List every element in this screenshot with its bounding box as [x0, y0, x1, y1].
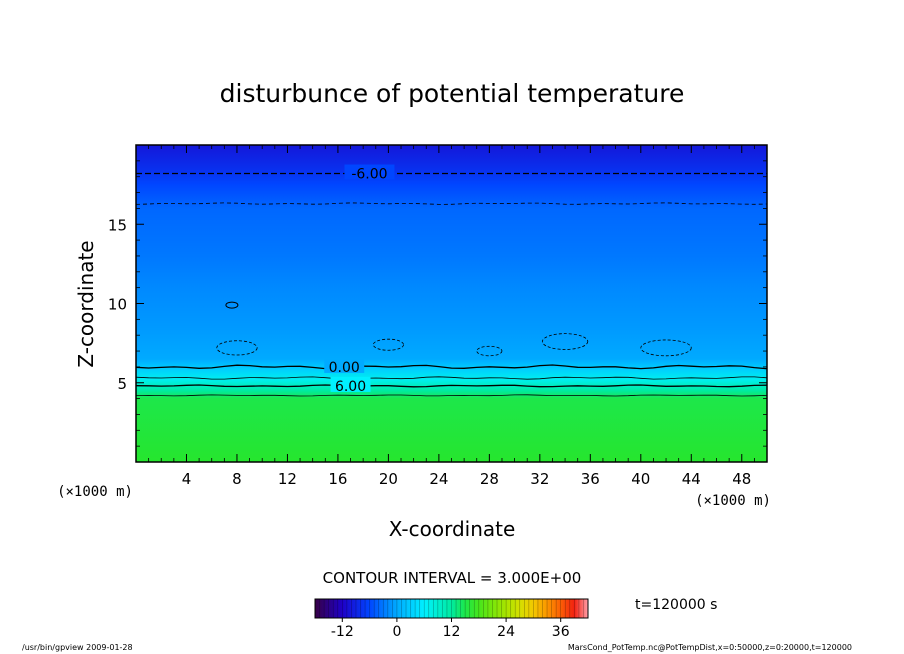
colorbar-tick-label-0: -12 — [331, 624, 354, 640]
contour-cell-0 — [216, 340, 258, 356]
x-axis-ticks: 4 8 12 16 20 24 28 32 36 40 44 48 — [148, 145, 755, 488]
potential-temperature-field — [136, 145, 767, 462]
x-tick-label-20: 20 — [379, 470, 398, 488]
y-axis-ticks: 5 10 15 — [108, 160, 767, 447]
colorbar-stripes — [319, 599, 584, 618]
colorbar-tick-label-4: 36 — [552, 624, 570, 640]
colorbar-tick-label-1: 0 — [392, 624, 401, 640]
contour-labels: -6.00 0.00 6.00 — [324, 164, 395, 395]
contour-minus-3 — [136, 202, 767, 205]
y-axis-label: Z-coordinate — [74, 240, 98, 367]
time-label: t=120000 s — [635, 597, 717, 613]
plot-area: -6.000.006.00 4 8 12 16 20 24 28 32 36 40 44 48 510… — [108, 144, 768, 488]
contour-label-1: 0.00 — [329, 360, 360, 376]
x-tick-label-36: 36 — [581, 470, 600, 488]
x-tick-label-24: 24 — [429, 470, 448, 488]
colorbar: -12 0 12 24 36 — [314, 598, 589, 640]
contour-label-bg-0 — [344, 164, 395, 180]
contour-plus-9 — [136, 394, 767, 397]
y-tick-label-10: 10 — [108, 296, 127, 314]
contour-lines — [136, 172, 767, 397]
x-tick-label-4: 4 — [182, 470, 192, 488]
colorbar-ticks: -12 0 12 24 36 — [331, 618, 570, 640]
contour-label-0: -6.00 — [351, 167, 387, 183]
x-tick-label-48: 48 — [732, 470, 751, 488]
x-tick-label-8: 8 — [232, 470, 242, 488]
x-unit-right: (×1000 m) — [695, 493, 771, 509]
colorbar-bar — [315, 599, 588, 618]
contour-label-bg-2 — [330, 376, 371, 392]
x-tick-label-28: 28 — [480, 470, 499, 488]
y-tick-label-15: 15 — [108, 216, 127, 234]
y-tick-label-5: 5 — [117, 375, 127, 393]
x-tick-label-44: 44 — [682, 470, 701, 488]
footer-left: /usr/bin/gpview 2009-01-28 — [22, 643, 133, 652]
contour-cell-1 — [372, 338, 404, 351]
x-axis-label: X-coordinate — [389, 517, 516, 541]
footer-right: MarsCond_PotTemp.nc@PotTempDist,x=0:5000… — [568, 643, 852, 652]
contour-cell-2 — [476, 345, 503, 357]
contour-zero — [136, 364, 767, 370]
contour-interval-text: CONTOUR INTERVAL = 3.000E+00 — [323, 569, 582, 587]
x-tick-label-40: 40 — [631, 470, 650, 488]
x-tick-label-16: 16 — [328, 470, 347, 488]
chart-title: disturbunce of potential temperature — [220, 79, 685, 108]
x-tick-label-32: 32 — [530, 470, 549, 488]
contour-cell-3 — [541, 333, 589, 350]
contour-cell-solid — [225, 301, 239, 309]
contour-plus-3 — [136, 376, 767, 380]
x-unit-left: (×1000 m) — [57, 484, 133, 500]
colorbar-tick-label-3: 24 — [497, 624, 515, 640]
contour-cell-4 — [640, 339, 692, 357]
colorbar-tick-label-2: 12 — [443, 624, 461, 640]
contour-label-bg-1 — [324, 357, 365, 373]
contour-plus-6 — [136, 384, 767, 388]
contour-label-2: 6.00 — [335, 379, 366, 395]
x-tick-label-12: 12 — [278, 470, 297, 488]
